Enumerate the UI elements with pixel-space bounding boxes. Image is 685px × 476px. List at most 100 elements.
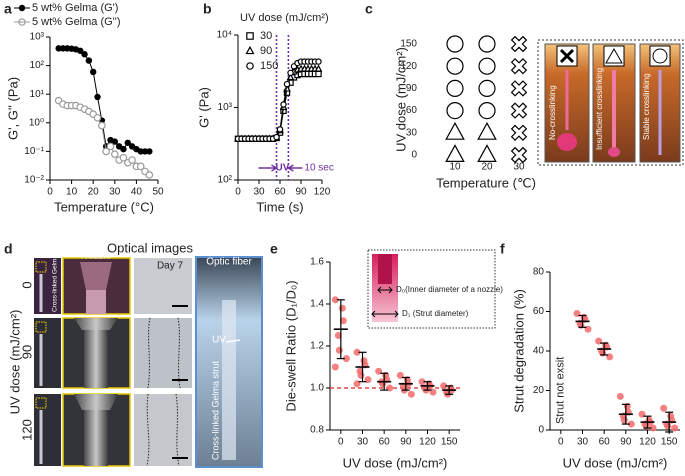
- marker: [478, 101, 496, 120]
- y-tick-label: 80: [533, 267, 545, 278]
- legend-label: 5 wt% Gelma (G'): [32, 2, 118, 14]
- y-tick-label: 120: [400, 61, 417, 72]
- marker: [446, 79, 464, 98]
- strut: [222, 300, 236, 460]
- strut: [86, 290, 106, 314]
- x-tick-label: 30: [253, 187, 265, 198]
- photo-inset: No-crosslinking Insufficient crosslinkin…: [537, 39, 684, 166]
- legend-marker: [246, 62, 254, 70]
- x-tick-label: 20: [88, 187, 100, 198]
- y-tick-label: 10⁻²: [24, 175, 44, 186]
- marker: [90, 68, 97, 76]
- x-tick-label: 60: [274, 187, 286, 198]
- x-tick-label: 20: [481, 162, 493, 173]
- marker: [478, 79, 496, 98]
- x-tick-label: 0: [558, 437, 564, 448]
- photo: [34, 258, 61, 314]
- marker: [145, 171, 154, 179]
- circle-symbol: [652, 48, 668, 64]
- marker: [77, 47, 84, 54]
- marker: [120, 145, 127, 153]
- x-tick-label: 50: [152, 187, 164, 198]
- x-tick-label: 150: [661, 437, 678, 448]
- triangle-symbol: [605, 47, 623, 64]
- marker: [287, 69, 294, 77]
- data-point: [339, 317, 347, 325]
- photo-label: Insufficient crosslinking: [595, 68, 604, 150]
- symbol-box: [603, 45, 625, 67]
- marker: [98, 121, 106, 130]
- y-tick-label: 10²: [30, 60, 45, 71]
- y-tick-label: 150: [400, 39, 417, 50]
- data-point: [627, 420, 635, 428]
- legend-label: 30: [260, 30, 272, 42]
- x-tick-label: 30: [513, 162, 525, 173]
- marker: [510, 35, 528, 53]
- strut-boundary: [146, 317, 181, 467]
- nozzle-label: Nozzle: [81, 251, 112, 262]
- x-tick-label: 0: [338, 437, 344, 448]
- x-tick-label: 150: [441, 437, 458, 448]
- data-point: [331, 363, 339, 371]
- x-tick-label: 120: [314, 187, 331, 198]
- zoom-box: [35, 321, 47, 333]
- marker: [111, 138, 119, 145]
- marker: [273, 133, 280, 141]
- panel-label: f: [500, 241, 505, 257]
- x-axis-label: UV dose (mJ/cm²): [563, 455, 668, 470]
- y-axis-label: Die-swell Ratio (D₁/D₀): [283, 280, 298, 411]
- y-tick-label: 10⁴: [217, 30, 232, 41]
- row-label: 90: [19, 345, 34, 359]
- marker: [283, 80, 291, 88]
- annotation: 10 sec: [304, 163, 333, 174]
- x-tick-label: 60: [379, 437, 391, 448]
- data-point: [620, 416, 628, 424]
- zoom-box: [35, 261, 47, 273]
- y-axis-label: Strut degradation (%): [511, 289, 526, 413]
- y-tick-label: 60: [406, 105, 418, 116]
- photo: [134, 394, 192, 466]
- y-tick-label: 1.0: [310, 383, 324, 394]
- x-tick-label: 30: [109, 187, 121, 198]
- x-tick-label: 0: [47, 187, 53, 198]
- x-axis-label: UV dose (mJ/cm²): [343, 455, 448, 470]
- x-tick-label: 0: [235, 187, 241, 198]
- strut-label: Cross-linked Gelma strut: [210, 360, 220, 460]
- y-tick-label: 20: [533, 385, 545, 396]
- marker: [106, 142, 115, 151]
- data-point: [664, 422, 672, 430]
- marker: [510, 102, 528, 119]
- x-tick-label: 120: [639, 437, 656, 448]
- marker: [315, 58, 322, 65]
- y-tick-label: 1.2: [310, 341, 324, 352]
- marker: [315, 70, 322, 78]
- y-tick-label: 1.6: [310, 257, 324, 268]
- data-point: [357, 371, 365, 379]
- fiber-label: Optic fiber: [206, 257, 252, 268]
- y-tick-label: 1.4: [310, 299, 324, 310]
- x-tick-label: 90: [400, 437, 412, 448]
- y-tick-label: 0: [538, 425, 544, 436]
- nozzle: [80, 262, 112, 290]
- legend-label: 150: [260, 60, 278, 72]
- zoom-box: [35, 397, 47, 409]
- marker: [276, 126, 284, 133]
- nozzle-sketch: [378, 254, 392, 284]
- data-point: [649, 424, 657, 432]
- x-tick-label: 30: [357, 437, 369, 448]
- row-label: 0: [19, 281, 34, 288]
- d1-arrow: [371, 310, 399, 318]
- optical-images: d Optical images UV dose (mJ/cm²) 0 90 1…: [4, 240, 263, 468]
- marker: [85, 57, 93, 64]
- photo: [134, 318, 192, 388]
- strut-label: Cross-linked Gelma strut: [52, 240, 59, 312]
- y-tick-label: 10¹: [30, 89, 45, 100]
- images-title: Optical images: [107, 240, 193, 255]
- annotation: UV: [275, 163, 289, 174]
- data-point: [660, 404, 668, 412]
- y-axis-label: UV dose (mJ/cm²): [393, 47, 408, 152]
- x-tick-label: 10: [449, 162, 461, 173]
- x-axis-label: Temperature (°C): [54, 199, 154, 214]
